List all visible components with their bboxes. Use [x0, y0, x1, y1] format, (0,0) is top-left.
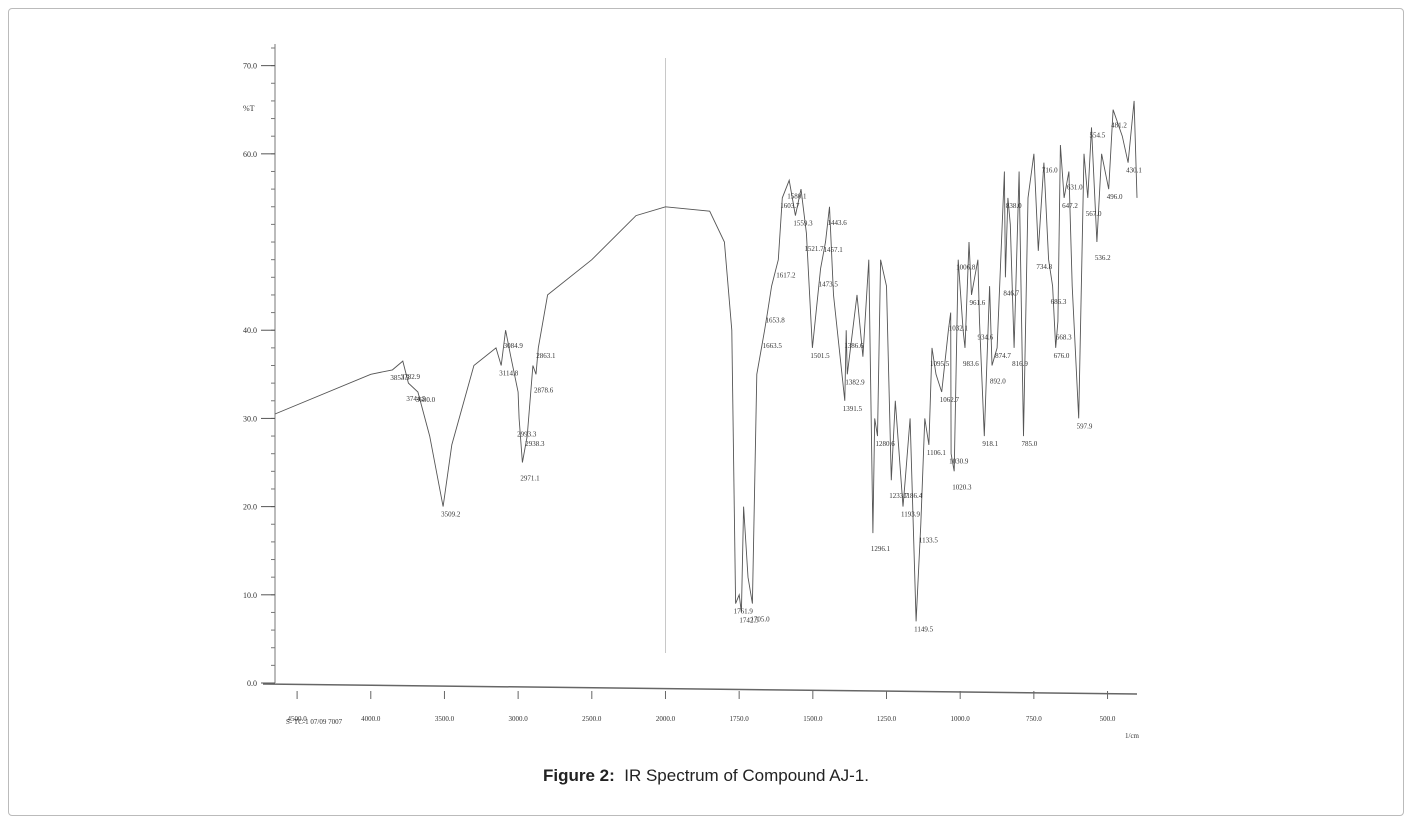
- peak-label: 3084.9: [504, 342, 524, 350]
- peak-label: 686.3: [1051, 298, 1067, 306]
- x-tick-label: 1000.0: [951, 715, 971, 723]
- y-tick-label: 70.0: [243, 62, 257, 71]
- peak-label: 1521.7: [804, 245, 824, 253]
- peak-label: 3782.9: [401, 373, 421, 381]
- peak-label: 554.5: [1089, 131, 1105, 139]
- peak-label: 1006.8: [956, 264, 976, 272]
- peak-label: 816.9: [1012, 360, 1028, 368]
- peak-label: 1559.3: [793, 220, 813, 228]
- caption-text: IR Spectrum of Compound AJ-1.: [624, 766, 869, 785]
- peak-label: 2993.3: [517, 430, 537, 438]
- peak-label: 918.1: [982, 440, 998, 448]
- x-tick-label: 1750.0: [730, 715, 750, 723]
- y-tick-label: 60.0: [243, 150, 257, 159]
- peak-label: 1603.7: [780, 202, 800, 210]
- peak-label: 1149.5: [914, 625, 933, 633]
- y-tick-label: 30.0: [243, 414, 257, 423]
- peak-label: 1386.6: [844, 342, 864, 350]
- peak-label: 1501.5: [810, 352, 830, 360]
- x-tick-label: 2500.0: [582, 715, 602, 723]
- peak-label: 3853.5: [390, 374, 410, 382]
- peak-label: 1280.6: [875, 440, 895, 448]
- x-tick-label: 750.0: [1026, 715, 1042, 723]
- peak-label: 983.6: [963, 360, 979, 368]
- peak-label: 934.6: [977, 333, 993, 341]
- chart: %T 1/cm S- TC-1 07/09 7007 0.0 10.0 20.0 30…: [243, 44, 1142, 740]
- caption: Figure 2: IR Spectrum of Compound AJ-1.: [0, 766, 1412, 786]
- peak-label: 481.2: [1111, 122, 1127, 130]
- x-tick-label: 4000.0: [361, 715, 381, 723]
- peak-label: 734.8: [1036, 263, 1052, 271]
- peak-label: 1617.2: [776, 272, 796, 280]
- peak-label: 1742.5: [739, 616, 759, 624]
- x-tick-label: 500.0: [1100, 715, 1116, 723]
- peak-label: 1705.0: [750, 616, 770, 624]
- y-axis-label: %T: [243, 104, 255, 113]
- peak-label: 2863.1: [536, 352, 556, 360]
- x-tick-label: 4500.0: [287, 715, 307, 723]
- peak-label: 3114.8: [499, 370, 518, 378]
- peak-label: 1095.5: [930, 360, 950, 368]
- peak-label: 2938.3: [525, 440, 545, 448]
- peak-label: 1663.5: [763, 342, 783, 350]
- peak-label: 676.0: [1054, 352, 1070, 360]
- peak-label: 430.1: [1126, 167, 1142, 175]
- peak-label: 1062.7: [940, 396, 960, 404]
- peak-label: 1106.1: [927, 449, 946, 457]
- peak-label: 838.0: [1006, 202, 1022, 210]
- peak-label: 1653.8: [766, 317, 786, 325]
- peak-label: 668.3: [1056, 333, 1072, 341]
- y-tick-label: 20.0: [243, 503, 257, 512]
- x-axis-label: 1/cm: [1125, 732, 1140, 740]
- y-tick-label: 10.0: [243, 591, 257, 600]
- peak-label: 1580.1: [787, 192, 807, 200]
- peak-label: 496.0: [1107, 193, 1123, 201]
- x-tick-label: 1500.0: [803, 715, 823, 723]
- peak-label: 1030.9: [949, 458, 969, 466]
- y-tick-label: 0.0: [247, 679, 257, 688]
- peak-label: 1233.7: [889, 492, 909, 500]
- note: S- TC-1 07/09 7007: [286, 718, 343, 726]
- spectrum-line: [274, 100, 1138, 622]
- peak-label: 1473.5: [819, 280, 839, 288]
- x-tick-label: 1250.0: [877, 715, 897, 723]
- peak-label: 567.0: [1086, 210, 1102, 218]
- peak-label: 1193.9: [901, 511, 920, 519]
- peak-label: 892.0: [990, 378, 1006, 386]
- peak-label: 1133.5: [919, 536, 938, 544]
- caption-label: Figure 2:: [543, 766, 615, 785]
- peak-label: 1186.4: [903, 492, 922, 500]
- peak-label: 716.0: [1042, 167, 1058, 175]
- peak-label: 3744.5: [406, 395, 426, 403]
- figure-frame: [8, 8, 1404, 816]
- x-tick-label: 3000.0: [509, 715, 529, 723]
- peak-label: 846.7: [1003, 289, 1019, 297]
- peak-label: 1457.1: [823, 246, 843, 254]
- peak-label: 631.0: [1067, 183, 1083, 191]
- x-tick-label: 2000.0: [656, 715, 676, 723]
- peak-label: 1761.9: [734, 608, 754, 616]
- peak-label: 1382.9: [845, 378, 865, 386]
- peak-label: 3509.2: [441, 511, 461, 519]
- peak-label: 597.9: [1077, 422, 1093, 430]
- peak-label: 1443.6: [827, 219, 847, 227]
- peak-label: 961.6: [969, 299, 985, 307]
- peak-label: 874.7: [995, 352, 1011, 360]
- peak-label: 1391.5: [843, 405, 863, 413]
- y-tick-label: 40.0: [243, 326, 257, 335]
- peak-label: 1020.3: [952, 483, 972, 491]
- peak-label: 3680.0: [416, 396, 436, 404]
- peak-label: 647.2: [1062, 202, 1078, 210]
- peak-label: 1032.1: [949, 325, 969, 333]
- peak-label: 1296.1: [871, 545, 891, 553]
- peak-label: 536.2: [1095, 254, 1111, 262]
- peak-label: 2878.6: [534, 386, 554, 394]
- peak-label: 2971.1: [520, 475, 540, 483]
- x-tick-label: 3500.0: [435, 715, 455, 723]
- x-axis: [262, 683, 1138, 695]
- peak-label: 785.0: [1022, 440, 1038, 448]
